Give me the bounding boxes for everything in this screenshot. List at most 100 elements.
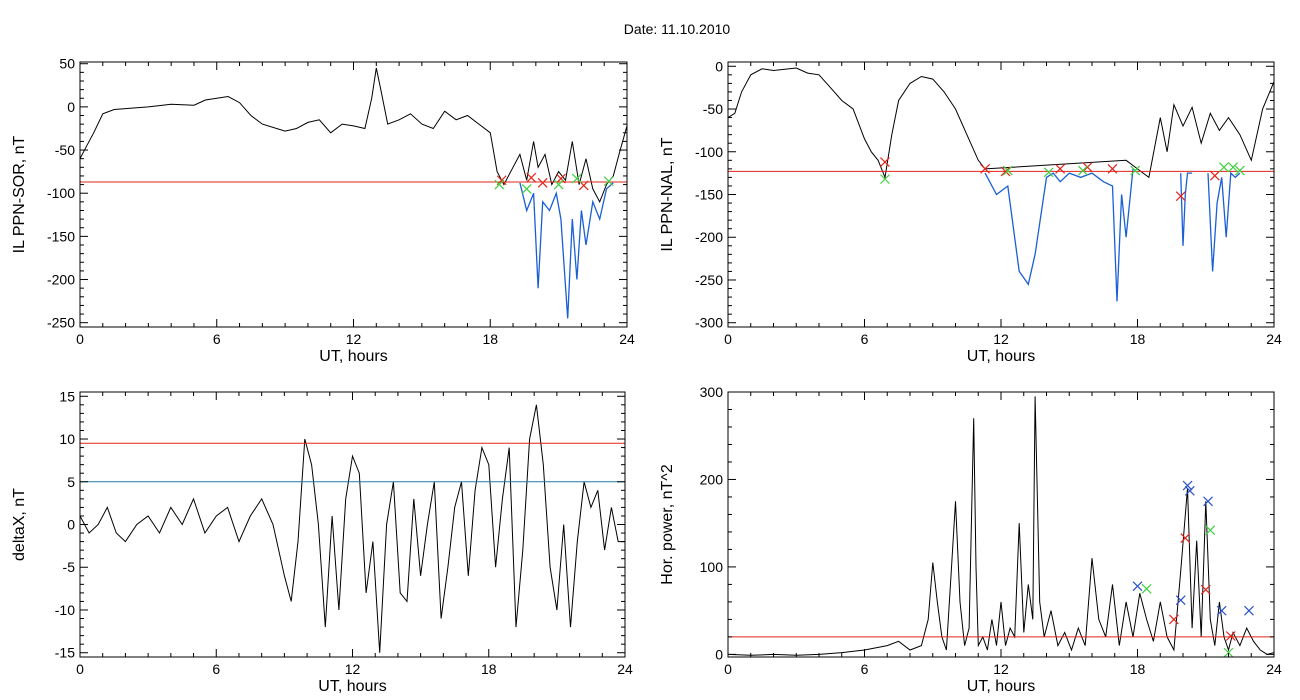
y-tick-label: 50 (59, 56, 75, 72)
panel-br-markers-red-marker (1168, 614, 1179, 625)
y-tick-label: 300 (700, 384, 724, 400)
x-tick-label: 12 (993, 331, 1009, 347)
x-tick-label: 6 (861, 661, 869, 677)
panel-tl: 0 6 12 18 24 -250 -200 -150 -100 -50 0 50 UT, hours I… (11, 56, 635, 365)
x-tick-label: 0 (76, 661, 84, 677)
x-tick-label: 0 (724, 331, 732, 347)
panel-tr: 0 6 12 18 24 -300 -250 -200 -150 -100 -50 0 UT, hour… (659, 58, 1282, 365)
y-tick-label: 5 (67, 474, 75, 490)
panel-br-markers-blue-marker (1182, 480, 1193, 491)
y-tick-label: -250 (695, 272, 723, 288)
y-tick-label: -200 (695, 229, 723, 245)
panel-tr-markers-green-marker (1077, 165, 1088, 176)
panel-tr-segment-line (984, 168, 1134, 302)
panel-br-markers-blue-marker (1216, 605, 1227, 616)
y-tick-label: -150 (695, 187, 723, 203)
panel-br-markers-green-marker (1223, 647, 1234, 658)
y-tick-label: 0 (67, 517, 75, 533)
x-tick-label: 18 (1130, 661, 1146, 677)
x-tick-label: 0 (724, 661, 732, 677)
panel-tr-markers-red-marker (1107, 163, 1118, 174)
y-tick-label: 100 (700, 559, 724, 575)
panel-br-markers-blue-marker (1184, 485, 1195, 496)
panel-tl-markers-green-marker (553, 179, 564, 190)
panel-tl-trace-line (80, 67, 627, 203)
y-tick-label: 15 (59, 388, 75, 404)
x-tick-label: 12 (346, 331, 362, 347)
panel-tl-markers-green-marker (603, 176, 614, 187)
y-axis-title: deltaX, nT (11, 488, 28, 561)
y-tick-label: 200 (700, 471, 724, 487)
x-tick-label: 6 (212, 661, 220, 677)
x-tick-label: 24 (1266, 331, 1282, 347)
panel-bl-trace-line (80, 404, 625, 653)
x-tick-label: 6 (861, 331, 869, 347)
panel-tr-markers-red-marker (1209, 170, 1220, 181)
panel-tr-markers-green-marker (1043, 167, 1054, 178)
panel-tr-segment-line (1180, 172, 1193, 246)
panel-br-markers-green-marker (1205, 525, 1216, 536)
y-tick-label: -100 (695, 144, 723, 160)
x-tick-label: 18 (482, 331, 498, 347)
panel-bl-frame (79, 391, 626, 658)
x-axis-title: UT, hours (967, 678, 1035, 695)
x-tick-label: 12 (345, 661, 361, 677)
panel-tr-markers-green-marker (1228, 162, 1238, 173)
figure-title: Date: 11.10.2010 (624, 21, 731, 37)
y-tick-label: -50 (55, 142, 75, 158)
x-tick-label: 0 (76, 331, 84, 347)
y-tick-label: -100 (47, 185, 75, 201)
panel-tr-markers-green-marker (1234, 165, 1245, 176)
y-tick-label: -5 (63, 559, 76, 575)
x-axis-title: UT, hours (967, 348, 1035, 365)
y-axis-title: IL PPN-NAL, nT (659, 137, 676, 251)
panel-tr-markers-green-marker (1130, 165, 1141, 176)
panel-tr-frame (727, 61, 1275, 328)
panel-tr-markers-green-marker (1002, 165, 1013, 176)
y-tick-label: -250 (47, 315, 75, 331)
panel-br-markers-blue-marker (1175, 595, 1186, 606)
panel-tr-markers-red-marker (1175, 191, 1186, 202)
panel-tl-markers-red-marker (555, 173, 566, 184)
x-tick-label: 24 (1266, 661, 1282, 677)
panel-br-markers-red-marker (1200, 584, 1211, 595)
panel-tr-markers-red-marker (1000, 166, 1011, 177)
panel-tl-markers-red-marker (537, 177, 548, 188)
x-tick-label: 24 (619, 331, 635, 347)
panel-br-markers-red-marker (1180, 533, 1191, 543)
x-tick-label: 6 (213, 331, 221, 347)
panel-br-markers-blue-marker (1244, 605, 1254, 616)
panel-br: 0 6 12 18 24 0 100 200 300 UT, hours Hor. power, n… (659, 384, 1282, 695)
x-tick-label: 12 (993, 661, 1009, 677)
panel-br-trace-line (728, 396, 1274, 656)
x-tick-label: 24 (617, 661, 633, 677)
x-axis-title: UT, hours (319, 348, 387, 365)
panel-br-markers-blue-marker (1132, 581, 1143, 592)
panel-bl: 0 6 12 18 24 -15 -10 -5 0 5 10 15 UT, hours deltaX, n… (11, 388, 633, 695)
panel-tr-markers-red-marker (1055, 163, 1066, 174)
y-tick-label: 10 (59, 431, 75, 447)
y-tick-label: -200 (47, 272, 75, 288)
y-tick-label: -150 (47, 228, 75, 244)
panel-tr-markers-red-marker (980, 163, 990, 174)
y-axis-title: IL PPN-SOR, nT (11, 135, 28, 253)
panel-tl-frame (79, 61, 628, 328)
y-tick-label: 0 (715, 646, 723, 662)
panel-br-markers-blue-marker (1203, 496, 1213, 507)
panel-tl-segment-line (519, 182, 614, 319)
y-axis-title: Hor. power, nT^2 (659, 464, 676, 585)
panel-tr-markers-red-marker (1082, 162, 1093, 173)
panel-br-markers-red-marker (1225, 631, 1236, 641)
panel-tr-markers-green-marker (880, 174, 890, 185)
y-tick-label: -10 (55, 602, 75, 618)
panel-tl-markers-green-marker (494, 179, 505, 190)
x-tick-label: 18 (481, 661, 497, 677)
x-axis-title: UT, hours (318, 678, 386, 695)
y-tick-label: -50 (703, 101, 723, 117)
panel-tr-trace-line (728, 67, 1274, 180)
y-tick-label: 0 (715, 58, 723, 74)
panel-tr-markers-red-marker (880, 157, 890, 167)
panel-tl-markers-green-marker (521, 183, 532, 194)
